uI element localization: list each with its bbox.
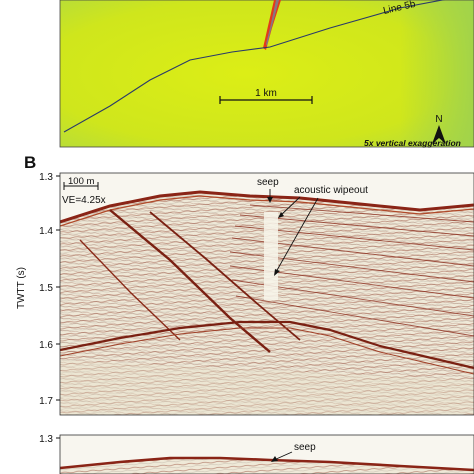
exaggeration-label: 5x vertical exaggeration [364, 138, 461, 148]
panel-c-seafloor [60, 456, 474, 472]
map-scale-label: 1 km [255, 88, 277, 99]
panel-a: Line 5b 1 km N 5x vertical exaggeration [59, 0, 474, 148]
mid-horizon [60, 320, 474, 370]
y-tick-label: 1.4 [39, 226, 53, 237]
map-green-edge [400, 0, 474, 147]
acoustic-wipeout-zone [264, 212, 278, 300]
y-tick-label: 1.5 [39, 283, 53, 294]
panel-b: B [16, 153, 474, 416]
y-tick-label: 1.3 [39, 172, 53, 183]
ve-label: VE=4.25x [62, 195, 106, 206]
wipeout-pointer-2 [275, 197, 319, 273]
panel-b-y-axis: 1.3 1.4 1.5 1.6 1.7 TWTT (s) [16, 172, 60, 407]
panel-c-seep-label: seep [294, 442, 316, 453]
wipeout-label: acoustic wipeout [294, 185, 368, 196]
panel-c: 1.3 seep [39, 434, 474, 474]
panel-b-letter: B [24, 153, 36, 172]
panel-c-y-tick: 1.3 [39, 434, 53, 445]
y-tick-label: 1.7 [39, 396, 53, 407]
panel-c-seep-pointer [273, 451, 293, 461]
north-arrow-icon [432, 125, 446, 144]
seafloor-reflector [60, 190, 474, 224]
survey-line [63, 0, 446, 133]
profile-scale-label: 100 m [68, 176, 94, 187]
seep-label: seep [257, 177, 279, 188]
north-label: N [435, 114, 442, 125]
y-tick-label: 1.6 [39, 340, 53, 351]
wipeout-pointer-1 [279, 196, 301, 217]
y-axis-label: TWTT (s) [16, 267, 27, 309]
